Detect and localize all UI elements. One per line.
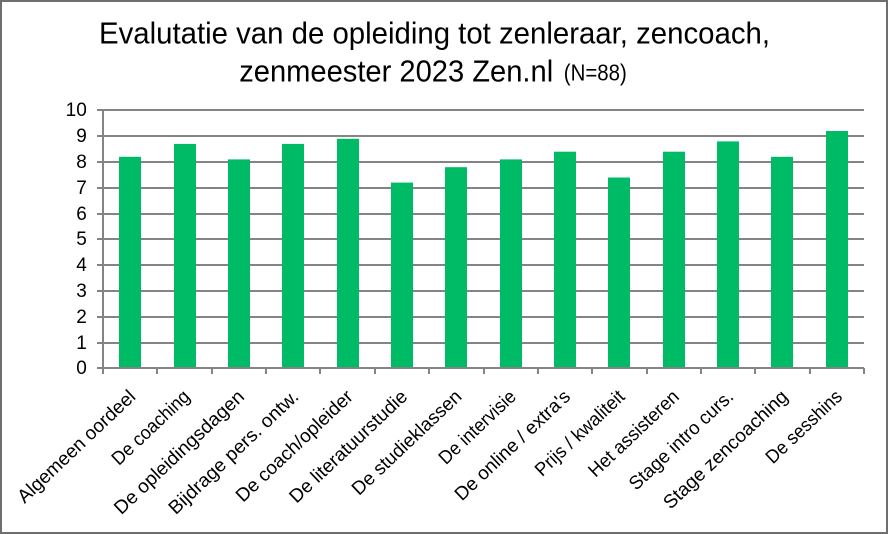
svg-text:2: 2	[76, 307, 87, 328]
svg-text:(N=88): (N=88)	[564, 60, 627, 86]
svg-text:7: 7	[76, 178, 87, 199]
svg-text:1: 1	[76, 333, 87, 354]
svg-text:3: 3	[76, 281, 87, 302]
svg-text:Evalutatie van de opleiding to: Evalutatie van de opleiding tot zenleraa…	[99, 17, 770, 51]
svg-text:5: 5	[76, 229, 87, 250]
svg-text:8: 8	[76, 152, 87, 173]
svg-text:6: 6	[76, 204, 87, 225]
svg-text:4: 4	[76, 255, 87, 276]
svg-text:zenmeester 2023 Zen.nl: zenmeester 2023 Zen.nl	[239, 54, 553, 89]
svg-text:0: 0	[76, 358, 87, 379]
svg-text:9: 9	[76, 126, 87, 147]
svg-text:10: 10	[66, 100, 87, 121]
